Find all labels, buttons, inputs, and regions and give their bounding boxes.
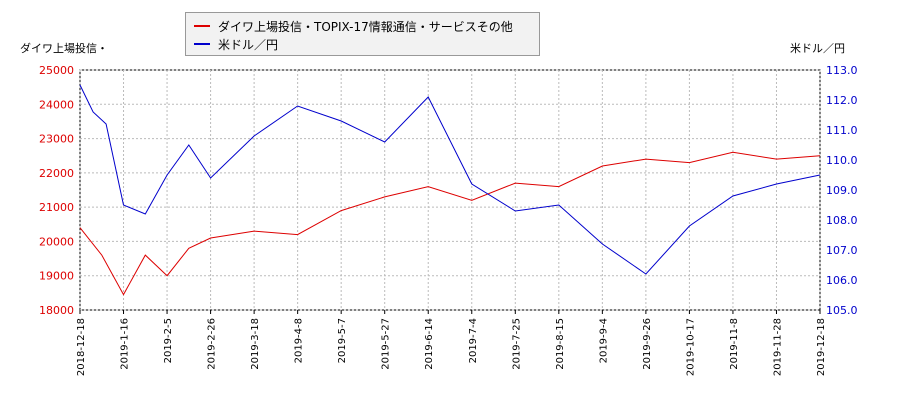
right-tick-label: 106.0 bbox=[826, 274, 858, 287]
left-tick-label: 24000 bbox=[39, 98, 74, 111]
right-tick-label: 113.0 bbox=[826, 64, 858, 77]
right-tick-label: 108.0 bbox=[826, 214, 858, 227]
right-tick-label: 109.0 bbox=[826, 184, 858, 197]
legend-label: 米ドル／円 bbox=[218, 37, 279, 52]
x-tick-label: 2019-11-28 bbox=[772, 318, 783, 376]
x-tick-label: 2019-5-7 bbox=[337, 318, 348, 363]
x-tick-label: 2018-12-18 bbox=[76, 318, 87, 376]
x-tick-label: 2019-9-26 bbox=[642, 318, 653, 370]
left-tick-label: 18000 bbox=[39, 304, 74, 317]
legend-item: 米ドル／円 bbox=[194, 35, 531, 53]
left-tick-label: 21000 bbox=[39, 201, 74, 214]
x-tick-label: 2019-10-17 bbox=[685, 318, 696, 376]
x-tick-label: 2019-11-8 bbox=[729, 318, 740, 370]
right-tick-label: 111.0 bbox=[826, 124, 858, 137]
right-axis-title: 米ドル／円 bbox=[790, 42, 845, 55]
x-tick-label: 2019-2-26 bbox=[207, 318, 218, 370]
x-tick-label: 2019-9-4 bbox=[598, 318, 609, 363]
legend-swatch bbox=[194, 43, 210, 45]
x-tick-label: 2019-7-25 bbox=[511, 318, 522, 370]
right-tick-label: 107.0 bbox=[826, 244, 858, 257]
x-tick-label: 2019-3-18 bbox=[250, 318, 261, 370]
x-tick-label: 2019-1-16 bbox=[120, 318, 131, 370]
series-line bbox=[79, 84, 821, 275]
plot-area bbox=[79, 69, 821, 311]
legend: ダイワ上場投信・TOPIX-17情報通信・サービスその他 米ドル／円 bbox=[185, 12, 540, 56]
x-tick-label: 2019-4-8 bbox=[294, 318, 305, 363]
right-tick-label: 105.0 bbox=[826, 304, 858, 317]
x-tick-label: 2019-2-5 bbox=[163, 318, 174, 363]
x-tick-label: 2019-8-15 bbox=[555, 318, 566, 370]
x-tick-label: 2019-12-18 bbox=[816, 318, 827, 376]
legend-label: ダイワ上場投信・TOPIX-17情報通信・サービスその他 bbox=[218, 19, 513, 34]
x-tick-label: 2019-5-27 bbox=[381, 318, 392, 370]
legend-item: ダイワ上場投信・TOPIX-17情報通信・サービスその他 bbox=[194, 17, 531, 35]
left-tick-label: 20000 bbox=[39, 235, 74, 248]
right-tick-label: 110.0 bbox=[826, 154, 858, 167]
legend-swatch bbox=[194, 25, 210, 27]
x-tick-label: 2019-6-14 bbox=[424, 318, 435, 370]
x-tick-label: 2019-7-4 bbox=[468, 318, 479, 363]
left-tick-label: 25000 bbox=[39, 64, 74, 77]
left-tick-label: 19000 bbox=[39, 270, 74, 283]
series-line bbox=[79, 151, 821, 296]
left-tick-label: 22000 bbox=[39, 167, 74, 180]
left-axis-title: ダイワ上場投信・ bbox=[20, 42, 108, 55]
left-tick-label: 23000 bbox=[39, 133, 74, 146]
right-tick-label: 112.0 bbox=[826, 94, 858, 107]
